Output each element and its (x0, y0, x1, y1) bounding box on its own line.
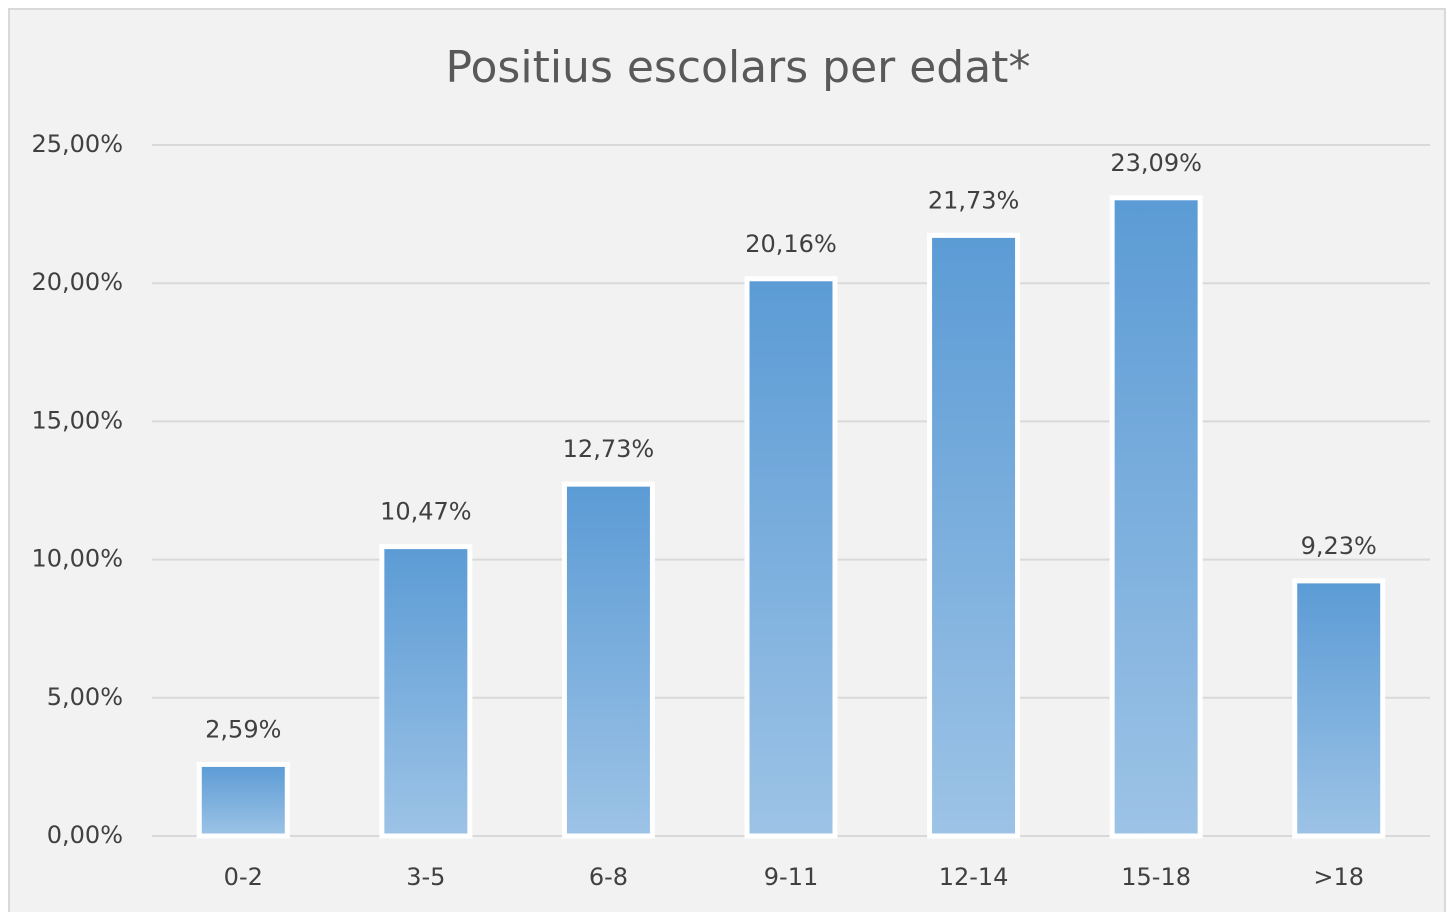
bar (744, 276, 838, 839)
y-tick-label: 15,00% (31, 406, 123, 434)
data-label: 23,09% (1110, 149, 1202, 177)
x-tick-label: >18 (1313, 863, 1364, 891)
x-tick-label: 3-5 (406, 863, 445, 891)
data-label: 12,73% (563, 435, 655, 463)
bar (561, 481, 655, 839)
x-tick-label: 15-18 (1121, 863, 1191, 891)
y-tick-label: 20,00% (31, 268, 123, 296)
bar (927, 232, 1021, 839)
chart-title: Positius escolars per edat* (446, 42, 1031, 93)
data-label: 21,73% (928, 186, 1020, 214)
bar (196, 761, 290, 839)
bar (1292, 578, 1386, 839)
data-label: 2,59% (205, 715, 281, 743)
data-label: 10,47% (380, 498, 472, 526)
x-tick-label: 9-11 (764, 863, 818, 891)
x-tick-label: 0-2 (224, 863, 263, 891)
y-tick-label: 25,00% (31, 130, 123, 158)
data-label: 9,23% (1301, 532, 1377, 560)
y-tick-label: 10,00% (31, 545, 123, 573)
y-tick-label: 5,00% (47, 683, 123, 711)
y-tick-label: 0,00% (47, 821, 123, 849)
data-label: 20,16% (745, 230, 837, 258)
bar (1109, 195, 1203, 839)
chart-background (8, 8, 1446, 912)
x-tick-label: 6-8 (589, 863, 628, 891)
bar (379, 544, 473, 839)
x-tick-label: 12-14 (939, 863, 1009, 891)
